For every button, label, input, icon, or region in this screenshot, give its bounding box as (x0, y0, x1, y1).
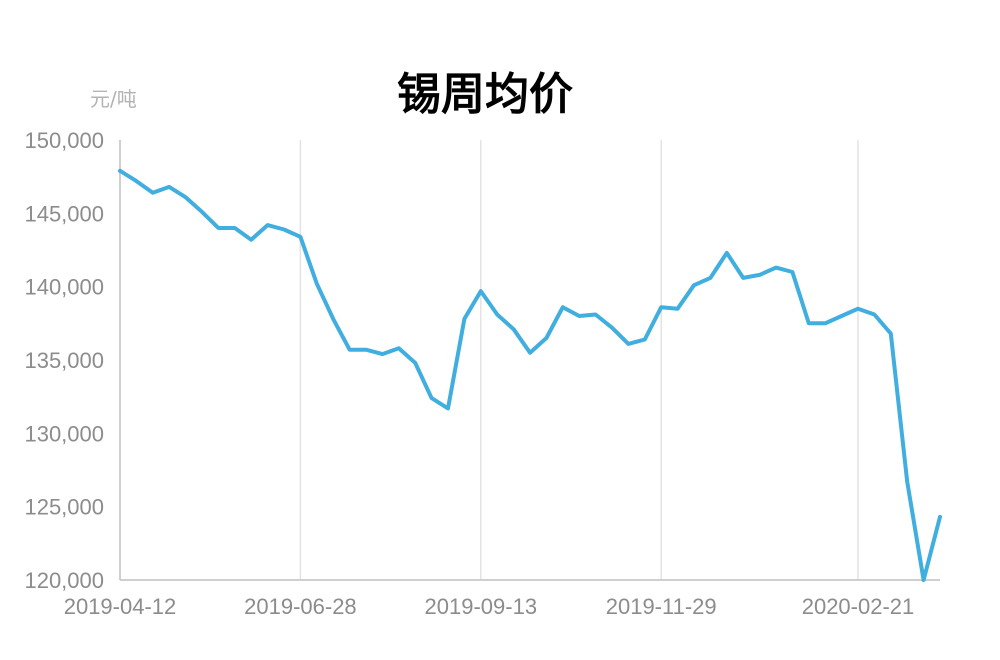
data-point (856, 307, 860, 311)
data-point (315, 282, 319, 286)
y-tick-label: 140,000 (24, 275, 104, 300)
y-axis-ticks: 120,000 125,000 130,000 135,000 140,000 145,0… (24, 128, 104, 593)
data-point (512, 327, 516, 331)
x-tick-label: 2019-06-28 (244, 594, 357, 619)
data-point (364, 348, 368, 352)
data-point (774, 266, 778, 270)
data-point (807, 321, 811, 325)
data-point (626, 342, 630, 346)
data-point (348, 348, 352, 352)
data-point (889, 332, 893, 336)
data-point (544, 336, 548, 340)
y-tick-label: 145,000 (24, 201, 104, 226)
data-point (922, 578, 926, 582)
y-tick-label: 125,000 (24, 495, 104, 520)
data-point (741, 276, 745, 280)
data-point (561, 305, 565, 309)
data-point (151, 191, 155, 195)
y-tick-label: 130,000 (24, 421, 104, 446)
data-point (692, 283, 696, 287)
x-tick-label: 2019-04-12 (64, 594, 177, 619)
y-tick-label: 150,000 (24, 128, 104, 153)
data-point (610, 326, 614, 330)
y-tick-label: 120,000 (24, 568, 104, 593)
chart-title: 锡周均价 (397, 69, 573, 120)
data-point (331, 317, 335, 321)
series-layer (118, 168, 942, 582)
data-point (216, 226, 220, 230)
data-point (594, 313, 598, 317)
data-point (118, 169, 122, 173)
data-point (380, 352, 384, 356)
data-point (200, 210, 204, 214)
data-point (282, 227, 286, 231)
x-tick-label: 2019-11-29 (606, 594, 717, 619)
data-point (184, 195, 188, 199)
data-point (430, 396, 434, 400)
data-point (413, 361, 417, 365)
data-point (298, 235, 302, 239)
data-point (479, 289, 483, 293)
axes (119, 140, 940, 581)
y-unit-label: 元/吨 (90, 87, 137, 111)
data-point (708, 276, 712, 280)
x-tick-label: 2019-09-13 (425, 594, 538, 619)
data-point (905, 480, 909, 484)
data-point (495, 313, 499, 317)
data-point (872, 313, 876, 317)
data-point (167, 185, 171, 189)
data-point (233, 226, 237, 230)
data-point (577, 314, 581, 318)
data-point (266, 223, 270, 227)
data-point (823, 321, 827, 325)
data-point (249, 238, 253, 242)
data-point (840, 314, 844, 318)
data-point (790, 270, 794, 274)
data-point (446, 406, 450, 410)
data-point (676, 307, 680, 311)
data-point (938, 515, 942, 519)
data-point (397, 346, 401, 350)
data-point (134, 179, 138, 183)
data-point (725, 251, 729, 255)
y-tick-label: 135,000 (24, 348, 104, 373)
series-line (118, 168, 942, 582)
gridlines (299, 140, 859, 580)
data-point (659, 305, 663, 309)
data-point (643, 337, 647, 341)
data-point (462, 317, 466, 321)
x-tick-label: 2020-02-21 (802, 594, 915, 619)
data-point (528, 351, 532, 355)
data-point (758, 273, 762, 277)
x-axis-ticks: 2019-04-12 2019-06-28 2019-09-13 2019-11-29… (64, 594, 915, 619)
